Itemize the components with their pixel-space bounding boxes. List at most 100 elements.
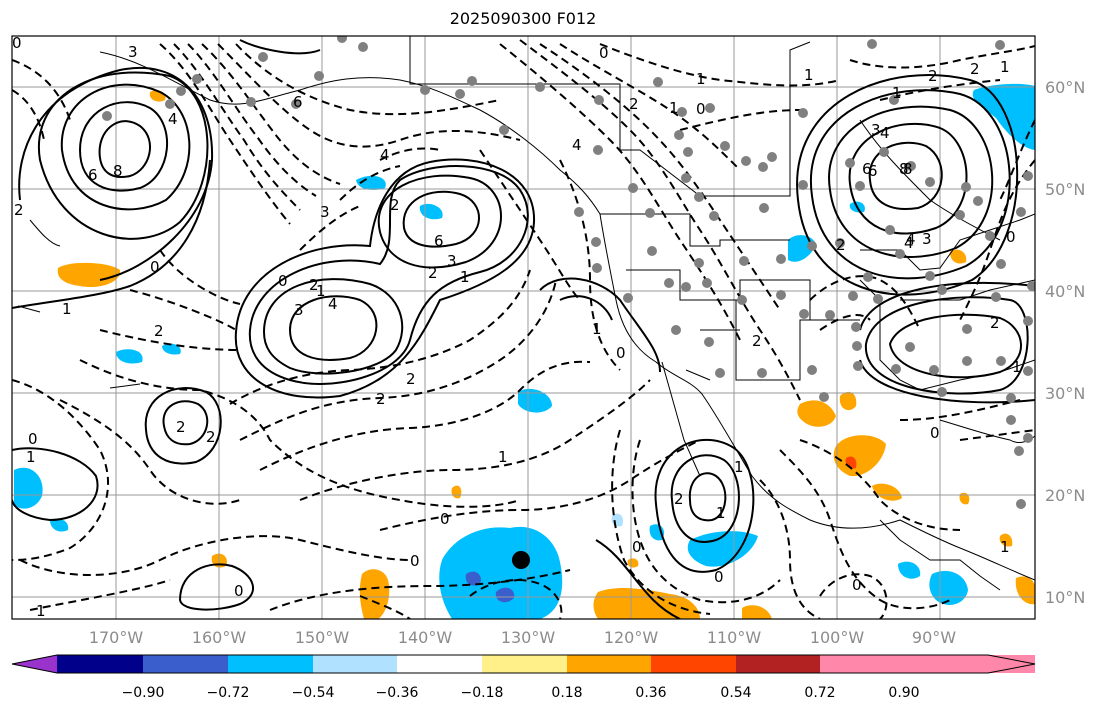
- lon-tick: 170°W: [89, 628, 144, 647]
- lat-tick: 50°N: [1045, 180, 1085, 199]
- colorbar: [11, 654, 1036, 674]
- contour-label: 2: [376, 390, 386, 408]
- contour-label: 0: [234, 582, 244, 600]
- colorbar-bin: [313, 655, 397, 673]
- contour-label: 4: [328, 295, 338, 313]
- contour-label: 6: [434, 232, 444, 250]
- colorbar-extend-low: [12, 655, 57, 673]
- colorbar-bin: [143, 655, 228, 673]
- contour-label: 2: [970, 60, 980, 78]
- contour-label: 2: [390, 196, 400, 214]
- contour-label: 2: [836, 236, 846, 254]
- lat-tick: 10°N: [1045, 588, 1085, 607]
- contour-label: 0: [278, 272, 288, 290]
- colorbar-tick: 0.18: [551, 685, 582, 701]
- station-markers: [102, 36, 1035, 509]
- contour-label: 4: [904, 234, 914, 252]
- contour-label: 8: [903, 160, 913, 178]
- colorbar-tick: 0.36: [635, 685, 666, 701]
- contour-label: 1: [892, 84, 902, 102]
- lon-tick: 150°W: [295, 628, 350, 647]
- contour-label: 0: [440, 510, 450, 528]
- plot-frame: [11, 35, 1036, 620]
- contour-label: 6: [868, 162, 878, 180]
- colorbar-bin: [228, 655, 313, 673]
- contour-label: 3: [922, 230, 932, 248]
- colorbar-tick: −0.54: [292, 685, 335, 701]
- lon-tick: 160°W: [192, 628, 247, 647]
- colorbar-ticks: −0.90 −0.72 −0.54 −0.36 −0.18 0.18 0.36 …: [122, 685, 920, 701]
- contour-label: 2: [406, 370, 416, 388]
- colorbar-bin: [651, 655, 736, 673]
- solid-contours: [12, 39, 1035, 619]
- contour-label: 1: [62, 300, 72, 318]
- contour-label: 0: [852, 576, 862, 594]
- lat-axis: 60°N 50°N 40°N 30°N 20°N 10°N: [1045, 78, 1085, 607]
- contour-label: 6: [293, 93, 303, 111]
- contour-label: 0: [12, 34, 22, 52]
- contour-label: 0: [410, 552, 420, 570]
- colorbar-tick: −0.90: [122, 685, 165, 701]
- contour-label: 0: [696, 100, 706, 118]
- storm-marker: [512, 551, 530, 569]
- contour-label: 0: [599, 44, 609, 62]
- contour-label: 2: [629, 95, 639, 113]
- contour-label: 6: [862, 160, 872, 178]
- contour-label: 2: [674, 490, 684, 508]
- colorbar-bin: [820, 655, 1035, 673]
- colorbar-tick: 0.72: [804, 685, 835, 701]
- contour-label: 1: [716, 504, 726, 522]
- contour-label: 1: [36, 602, 46, 620]
- contour-label: 1: [316, 282, 326, 300]
- contour-label: 3: [871, 121, 881, 139]
- contour-label: 2: [14, 201, 24, 219]
- colorbar-tick: −0.72: [207, 685, 250, 701]
- contour-labels: 3 4 8 6 2 0 1 2 6 0 2 1 0 4 3 8 6 4 4 2 …: [12, 34, 1022, 620]
- contour-label: 0: [150, 258, 160, 276]
- contour-label: 4: [880, 124, 890, 142]
- colorbar-outline: [11, 654, 1036, 674]
- contour-label: 1: [669, 99, 679, 117]
- contour-label: 0: [616, 344, 626, 362]
- contour-label: 0: [714, 568, 724, 586]
- lat-tick: 30°N: [1045, 384, 1085, 403]
- contour-label: 1: [460, 268, 470, 286]
- contour-label: 1: [498, 448, 508, 466]
- contour-label: 1: [1000, 538, 1010, 556]
- shaded-fields: [14, 83, 1035, 619]
- contour-label: 1: [1000, 58, 1010, 76]
- contour-label: 0: [632, 538, 642, 556]
- colorbar-tick: −0.36: [376, 685, 419, 701]
- contour-label: 2: [928, 67, 938, 85]
- contour-label: 2: [990, 314, 1000, 332]
- contour-label: 8: [113, 162, 123, 180]
- lat-tick: 60°N: [1045, 78, 1085, 97]
- contour-label: 2: [309, 276, 319, 294]
- contour-label: 4: [380, 146, 390, 164]
- contour-label: 2: [206, 428, 216, 446]
- colorbar-bin: [482, 655, 567, 673]
- contour-label: 2: [428, 264, 438, 282]
- contour-label: 2: [176, 418, 186, 436]
- contour-label: 1: [26, 448, 36, 466]
- contour-label: 1: [1012, 358, 1022, 376]
- lat-tick: 20°N: [1045, 486, 1085, 505]
- contour-label: 8: [899, 160, 909, 178]
- colorbar-tick: 0.54: [720, 685, 751, 701]
- contour-label: 1: [592, 320, 602, 338]
- contour-label: 0: [28, 430, 38, 448]
- contour-label: 1: [734, 458, 744, 476]
- lon-axis: 170°W 160°W 150°W 140°W 130°W 120°W 110°…: [89, 628, 956, 647]
- contour-label: 3: [447, 252, 457, 270]
- lon-tick: 140°W: [398, 628, 453, 647]
- contour-label: 4: [906, 230, 916, 248]
- colorbar-bin: [567, 655, 651, 673]
- colorbar-tick: 0.90: [888, 685, 919, 701]
- lon-tick: 110°W: [707, 628, 762, 647]
- contour-label: 0: [930, 424, 940, 442]
- lon-tick: 120°W: [604, 628, 659, 647]
- contour-label: 2: [154, 322, 164, 340]
- contour-label: 2: [752, 332, 762, 350]
- lon-tick: 100°W: [810, 628, 865, 647]
